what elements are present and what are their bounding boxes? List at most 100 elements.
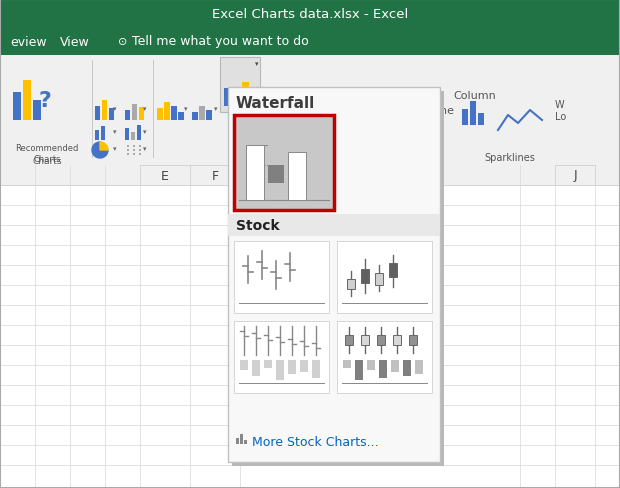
Text: ▾: ▾ bbox=[143, 129, 146, 135]
Bar bbox=[95, 107, 100, 121]
Text: F: F bbox=[211, 169, 219, 182]
Bar bbox=[375, 273, 383, 285]
Bar bbox=[139, 108, 144, 121]
Bar bbox=[312, 360, 320, 378]
Text: ▾: ▾ bbox=[184, 106, 187, 112]
Bar bbox=[252, 360, 260, 376]
Wedge shape bbox=[92, 142, 108, 159]
Bar bbox=[462, 110, 468, 126]
Bar bbox=[403, 360, 411, 376]
Bar bbox=[367, 360, 375, 370]
Text: J: J bbox=[573, 169, 577, 182]
Bar bbox=[132, 105, 137, 121]
Bar bbox=[220, 58, 260, 113]
Bar bbox=[153, 61, 154, 159]
Wedge shape bbox=[100, 142, 108, 151]
Bar bbox=[234, 242, 329, 313]
Bar bbox=[101, 127, 105, 141]
Bar bbox=[140, 165, 190, 185]
Bar bbox=[555, 165, 595, 185]
Text: eview: eview bbox=[10, 36, 46, 48]
Bar bbox=[0, 0, 620, 28]
Bar bbox=[13, 93, 21, 121]
Bar bbox=[0, 28, 620, 56]
Bar bbox=[0, 185, 620, 186]
Bar bbox=[125, 111, 130, 121]
Text: Excel Charts data.xlsx - Excel: Excel Charts data.xlsx - Excel bbox=[212, 7, 408, 20]
Bar bbox=[164, 103, 170, 121]
Text: ▾: ▾ bbox=[113, 129, 117, 135]
Bar bbox=[276, 360, 284, 380]
Bar bbox=[246, 146, 264, 201]
Text: Sparklines: Sparklines bbox=[485, 153, 536, 163]
Text: Tell me what you want to do: Tell me what you want to do bbox=[132, 36, 309, 48]
Bar bbox=[137, 126, 141, 141]
Text: ?: ? bbox=[38, 91, 51, 111]
Bar bbox=[343, 360, 351, 368]
Bar bbox=[0, 165, 620, 185]
Text: ▾: ▾ bbox=[143, 146, 146, 152]
Bar bbox=[199, 107, 205, 121]
Bar bbox=[139, 154, 141, 156]
Text: ▾: ▾ bbox=[113, 146, 117, 152]
Bar bbox=[393, 335, 401, 346]
Bar bbox=[139, 150, 141, 152]
Text: ▾: ▾ bbox=[143, 106, 146, 112]
Bar bbox=[127, 154, 129, 156]
Bar bbox=[0, 56, 620, 165]
Bar bbox=[361, 269, 369, 284]
Bar bbox=[242, 83, 249, 107]
Bar bbox=[33, 101, 41, 121]
Text: ne: ne bbox=[440, 106, 454, 116]
Bar bbox=[0, 165, 620, 488]
Bar bbox=[220, 58, 260, 113]
Bar bbox=[240, 360, 248, 370]
Bar bbox=[178, 113, 184, 121]
Text: E: E bbox=[161, 169, 169, 182]
Bar bbox=[232, 92, 444, 466]
Bar bbox=[478, 114, 484, 126]
Bar bbox=[206, 111, 212, 121]
Bar bbox=[133, 154, 135, 156]
Bar bbox=[228, 215, 440, 237]
Bar bbox=[127, 146, 129, 148]
Text: W
Lo: W Lo bbox=[555, 100, 566, 122]
Bar bbox=[95, 131, 99, 141]
Bar bbox=[470, 102, 476, 126]
Text: Recommended
Charts: Recommended Charts bbox=[16, 143, 79, 163]
Bar bbox=[300, 360, 308, 372]
Bar bbox=[190, 165, 240, 185]
Bar bbox=[133, 150, 135, 152]
Bar bbox=[233, 97, 240, 107]
Bar bbox=[391, 360, 399, 372]
Bar bbox=[127, 150, 129, 152]
Text: Waterfall: Waterfall bbox=[236, 95, 315, 110]
Bar bbox=[234, 321, 329, 393]
Bar bbox=[379, 360, 387, 378]
Bar bbox=[171, 107, 177, 121]
Bar bbox=[415, 360, 423, 374]
Text: Charts: Charts bbox=[32, 156, 62, 165]
Bar bbox=[109, 109, 114, 121]
Bar bbox=[234, 116, 334, 210]
Bar bbox=[92, 61, 93, 159]
Bar bbox=[337, 242, 432, 313]
Text: Stock: Stock bbox=[236, 219, 280, 232]
Text: ▾: ▾ bbox=[113, 106, 117, 112]
Text: More Stock Charts...: More Stock Charts... bbox=[252, 436, 379, 448]
Text: ⊙: ⊙ bbox=[118, 37, 127, 47]
Bar bbox=[337, 321, 432, 393]
Text: ▾: ▾ bbox=[214, 106, 218, 112]
Bar bbox=[236, 438, 239, 444]
Bar bbox=[5, 61, 90, 153]
Bar bbox=[234, 116, 334, 210]
Bar bbox=[125, 129, 129, 141]
Bar bbox=[102, 101, 107, 121]
Bar bbox=[361, 335, 369, 346]
Bar bbox=[288, 360, 296, 374]
Bar bbox=[133, 146, 135, 148]
Bar bbox=[409, 335, 417, 346]
Bar bbox=[240, 434, 243, 444]
Bar bbox=[244, 440, 247, 444]
Bar bbox=[264, 360, 272, 368]
